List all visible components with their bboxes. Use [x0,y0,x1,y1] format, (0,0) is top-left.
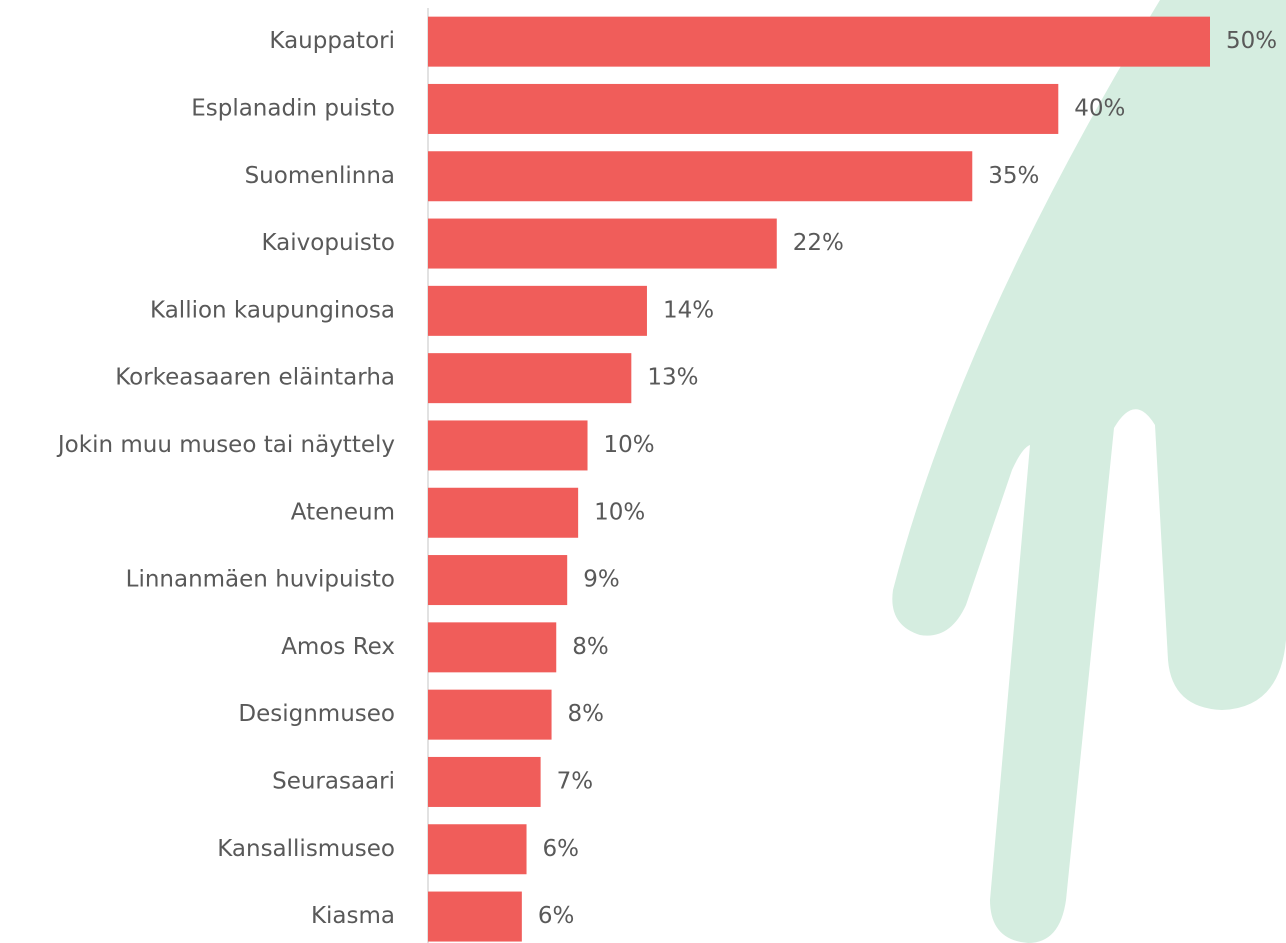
category-label: Kaivopuisto [262,230,396,256]
bar [428,219,777,269]
bar [428,286,647,336]
value-label: 6% [538,903,575,929]
value-label: 10% [594,499,645,525]
value-label: 35% [988,163,1039,189]
bar [428,488,578,538]
bar [428,555,567,605]
category-label: Jokin muu museo tai näyttely [56,432,395,458]
bar [428,757,541,807]
category-label: Kallion kaupunginosa [150,297,395,323]
category-label: Amos Rex [281,634,395,660]
value-label: 13% [647,365,698,391]
bar [428,690,552,740]
page: {"chart_data": {"type": "hbar", "categor… [0,0,1286,943]
value-label: 22% [793,230,844,256]
bar [428,84,1058,134]
category-label: Linnanmäen huvipuisto [126,567,395,593]
chart: Kauppatori 50% Esplanadin puisto 40% Suomenl… [0,0,1286,943]
value-label: 50% [1226,28,1277,54]
value-label: 10% [604,432,655,458]
value-label: 8% [568,701,605,727]
value-label: 8% [572,634,609,660]
category-label: Kansallismuseo [217,836,395,862]
category-label: Seurasaari [272,768,395,794]
category-label: Esplanadin puisto [191,95,395,121]
category-label: Designmuseo [238,701,395,727]
bar [428,824,527,874]
category-label: Korkeasaaren eläintarha [115,365,395,391]
background-hand [892,0,1286,943]
value-label: 6% [543,836,580,862]
value-label: 9% [583,567,620,593]
category-label: Suomenlinna [245,163,395,189]
category-label: Ateneum [291,499,395,525]
category-label: Kauppatori [269,28,395,54]
bar [428,353,631,403]
bar [428,151,972,201]
value-label: 40% [1074,95,1125,121]
bar [428,892,522,942]
value-label: 7% [557,768,594,794]
bar [428,17,1210,67]
value-label: 14% [663,297,714,323]
bar [428,622,556,672]
category-label: Kiasma [311,903,395,929]
bar [428,420,588,470]
